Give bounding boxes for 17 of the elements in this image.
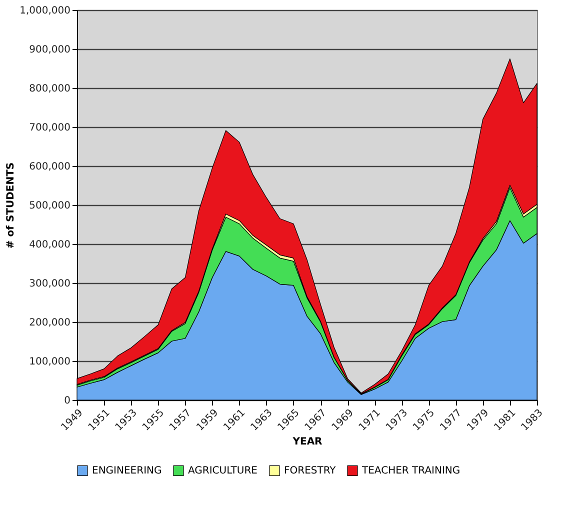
legend-label: TEACHER TRAINING — [361, 466, 460, 477]
y-tick-label: 900,000 — [29, 44, 70, 56]
y-tick-label: 800,000 — [29, 84, 70, 94]
y-tick-label: 500,000 — [29, 200, 70, 212]
x-axis-title: YEAR — [292, 436, 323, 448]
y-tick-label: 100,000 — [29, 356, 70, 368]
legend-label: ENGINEERING — [92, 466, 162, 477]
y-tick-label: 1,000,000 — [20, 6, 70, 16]
y-tick-label: 400,000 — [29, 240, 70, 250]
legend-label: FORESTRY — [284, 466, 337, 477]
y-tick-label: 600,000 — [29, 162, 70, 172]
y-tick-label: 700,000 — [29, 122, 70, 134]
y-tick-label: 0 — [64, 396, 70, 406]
legend-label: AGRICULTURE — [188, 466, 258, 477]
y-tick-label: 200,000 — [29, 318, 70, 328]
y-axis-title: # of STUDENTS — [6, 162, 17, 249]
y-tick-label: 300,000 — [29, 278, 70, 290]
